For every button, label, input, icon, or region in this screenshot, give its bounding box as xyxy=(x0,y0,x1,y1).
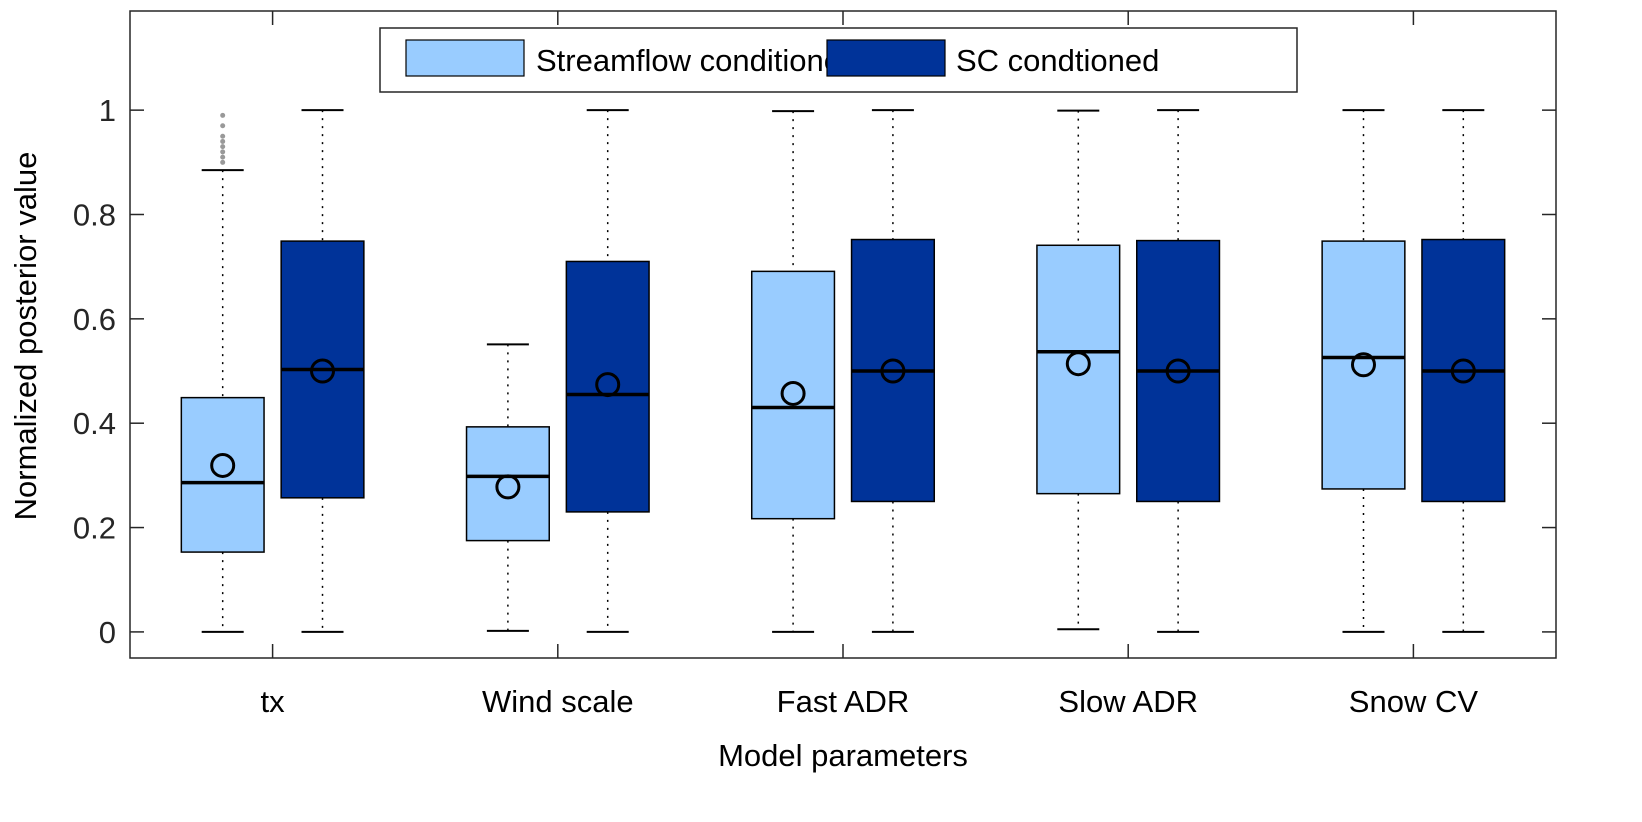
box xyxy=(180,396,265,553)
outlier-point xyxy=(220,138,226,144)
mean-marker xyxy=(495,474,521,500)
box xyxy=(1321,240,1406,490)
box-0-1 xyxy=(465,343,550,632)
y-tick-label: 0.6 xyxy=(73,302,116,337)
mean-marker xyxy=(880,358,906,384)
box-0-3 xyxy=(1036,109,1121,631)
x-tick-label: Fast ADR xyxy=(777,684,910,719)
box xyxy=(750,270,836,520)
box-1-1 xyxy=(565,109,650,633)
mean-marker xyxy=(310,358,336,384)
box-1-3 xyxy=(1136,109,1221,633)
y-tick-label: 0.8 xyxy=(73,197,116,232)
outlier-point xyxy=(220,144,226,150)
mean-marker xyxy=(1450,358,1476,384)
box xyxy=(465,426,550,542)
mean-marker xyxy=(1065,351,1091,377)
outlier-point xyxy=(220,133,226,139)
y-tick-label: 0 xyxy=(99,615,116,650)
outlier-point xyxy=(220,149,226,155)
y-tick-label: 0.4 xyxy=(73,406,116,441)
y-axis-label: Normalized posterior value xyxy=(8,152,43,521)
legend-label-sc: SC condtioned xyxy=(956,43,1159,78)
mean-marker xyxy=(1165,358,1191,384)
y-tick-label: 0.2 xyxy=(73,511,116,546)
mean-marker xyxy=(1350,352,1376,378)
legend-label-streamflow: Streamflow conditioned xyxy=(536,43,858,78)
y-tick-label: 1 xyxy=(99,93,116,128)
outlier-point xyxy=(220,159,226,165)
legend-swatch-streamflow xyxy=(405,39,525,77)
box xyxy=(565,260,650,513)
box xyxy=(1036,244,1121,495)
x-axis-label: Model parameters xyxy=(718,738,968,773)
x-tick-label: Slow ADR xyxy=(1058,684,1198,719)
outlier-point xyxy=(220,112,226,118)
outlier-point xyxy=(220,154,226,160)
outlier-point xyxy=(220,123,226,129)
legend: Streamflow conditioned SC condtioned xyxy=(379,27,1298,93)
box-1-4 xyxy=(1421,109,1506,633)
x-tick-label: Wind scale xyxy=(482,684,634,719)
mean-marker xyxy=(780,380,806,406)
box-0-4 xyxy=(1321,109,1406,633)
box-1-0 xyxy=(280,109,365,633)
mean-marker xyxy=(210,452,236,478)
x-tick-label: tx xyxy=(261,684,286,719)
box-0-2 xyxy=(750,110,836,633)
legend-swatch-sc xyxy=(826,39,946,77)
box-1-2 xyxy=(850,109,936,633)
mean-marker xyxy=(595,372,621,398)
x-tick-label: Snow CV xyxy=(1349,684,1479,719)
box-0-0 xyxy=(180,112,265,633)
